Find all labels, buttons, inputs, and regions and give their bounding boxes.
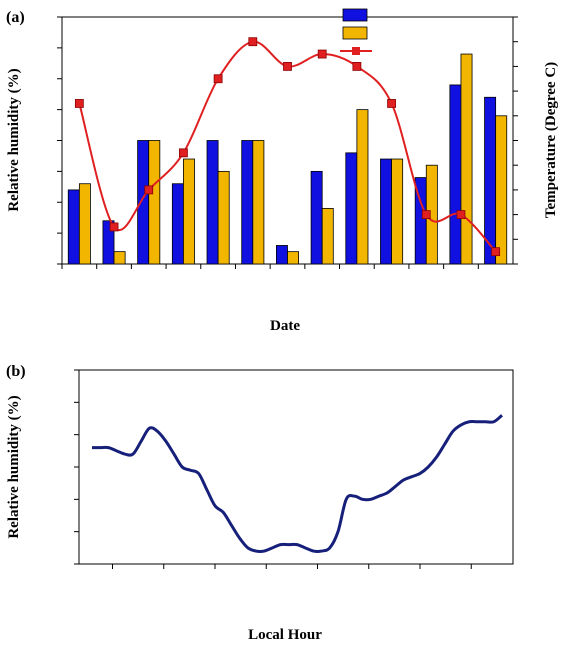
bar-rh-bk-ca <box>310 170 323 265</box>
humidity-curve <box>91 414 503 553</box>
bar-rh-bk-ma <box>78 183 91 265</box>
temperature-marker <box>248 37 258 47</box>
x-axis-label-a: Date <box>270 318 300 334</box>
plot-frame-b <box>78 369 514 565</box>
bar-rh-bk-ma <box>356 109 369 265</box>
humidity-line-b <box>91 414 503 553</box>
bar-rh-bk-ca <box>241 140 254 265</box>
temperature-marker <box>213 74 223 84</box>
temperature-marker <box>456 210 466 220</box>
legend-item-rh-bk-ma-swatch <box>342 26 368 40</box>
y-axis-label-b: Relative humidity (%) <box>6 395 22 538</box>
bar-rh-bk-ma <box>495 115 508 265</box>
y-axis-label-a: Relative humidity (%) <box>6 68 22 211</box>
bars-a <box>67 53 508 265</box>
bar-rh-bk-ma <box>460 53 473 265</box>
bar-rh-bk-ca <box>137 140 150 265</box>
plot-frame-a <box>61 16 514 265</box>
temperature-marker <box>421 210 431 220</box>
bar-rh-bk-ma <box>183 158 195 265</box>
bar-rh-bk-ca <box>275 245 288 265</box>
axes-a <box>57 16 518 269</box>
bar-rh-bk-ma <box>287 251 300 265</box>
temperature-marker <box>179 148 188 158</box>
bar-rh-bk-ma <box>217 170 230 265</box>
bar-rh-bk-ca <box>345 152 358 265</box>
bar-rh-bk-ma <box>252 140 265 265</box>
temperature-marker <box>352 62 362 71</box>
temperature-marker <box>144 185 154 195</box>
legend-item-rh-bk-ca-swatch <box>342 8 368 22</box>
bar-rh-bk-ma <box>321 208 334 265</box>
chart-a: (a) Relative humidity (%) Temperature (D… <box>6 8 559 334</box>
bar-rh-bk-ca <box>102 220 115 265</box>
temperature-line-a <box>74 37 501 257</box>
axes-b <box>74 369 514 569</box>
bar-rh-bk-ma <box>391 158 404 265</box>
temperature-marker <box>74 99 84 108</box>
bar-rh-bk-ca <box>206 140 219 265</box>
panel-label-b: (b) <box>6 363 26 380</box>
temperature-marker <box>491 247 501 257</box>
temperature-marker <box>317 49 327 59</box>
temperature-marker <box>283 62 292 71</box>
bar-rh-bk-ma <box>148 140 161 265</box>
bar-rh-bk-ca <box>171 183 184 265</box>
chart-b: (b) Relative humidity (%) Local Hour <box>6 363 514 643</box>
legend-a <box>340 8 372 55</box>
y2-axis-label-a: Temperature (Degree C) <box>543 62 559 218</box>
legend-item-temp-bk-ma-marker <box>352 47 360 55</box>
temperature-marker <box>109 222 119 232</box>
bar-rh-bk-ca <box>380 158 392 265</box>
bar-rh-bk-ma <box>113 251 126 265</box>
temperature-marker <box>387 99 396 108</box>
bar-rh-bk-ca <box>449 84 462 265</box>
panel-label-a: (a) <box>6 9 25 26</box>
x-axis-label-b: Local Hour <box>248 627 322 643</box>
bar-rh-bk-ca <box>67 189 80 265</box>
